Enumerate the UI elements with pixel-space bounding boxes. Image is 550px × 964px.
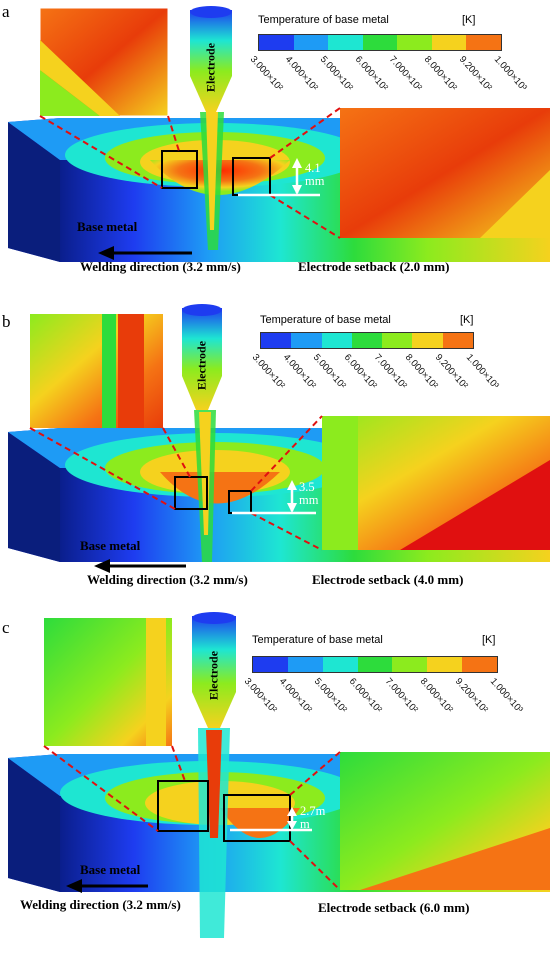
panel-b-letter: b: [2, 312, 11, 331]
legend-swatch: [351, 333, 383, 348]
depth-label-b: 3.5 mm: [299, 481, 318, 507]
depth-unit-c: m: [300, 817, 310, 831]
legend-swatch: [382, 333, 413, 348]
depth-value-a: 4.1: [305, 161, 321, 175]
legend-bar-a: [258, 34, 502, 51]
welding-direction-c: Welding direction (3.2 mm/s): [20, 897, 181, 912]
legend-unit-a: [K]: [462, 14, 476, 26]
base-metal-label-c: Base metal: [80, 862, 141, 877]
legend-swatch: [328, 35, 363, 50]
legend-swatch: [291, 333, 322, 348]
electrode-setback-c: Electrode setback (6.0 mm): [318, 900, 470, 915]
electrode-label-b: Electrode: [194, 340, 209, 391]
legend-swatch: [427, 657, 463, 672]
panel-b: b Electrode Temperature of base metal [K…: [0, 300, 550, 620]
legend-swatch: [253, 657, 288, 672]
legend-swatch: [462, 657, 498, 672]
legend-swatch: [287, 657, 323, 672]
depth-label-c: 2.7m m: [300, 805, 325, 831]
legend-swatch: [412, 333, 443, 348]
legend-swatch: [442, 333, 473, 348]
welding-direction-a: Welding direction (3.2 mm/s): [80, 259, 241, 274]
panel-c: c Electrode Temperature of base metal [K…: [0, 608, 550, 964]
depth-label-a: 4.1 mm: [305, 162, 324, 188]
legend-bar-c: [252, 656, 498, 673]
panel-a-letter: a: [2, 2, 10, 21]
base-metal-label-b: Base metal: [80, 538, 141, 553]
legend-swatch: [431, 35, 467, 50]
legend-swatch: [397, 35, 432, 50]
depth-value-c: 2.7m: [300, 804, 326, 818]
base-metal-label-a: Base metal: [77, 219, 138, 234]
legend-swatch: [293, 35, 329, 50]
legend-title-b: Temperature of base metal: [260, 314, 391, 326]
legend-bar-b: [260, 332, 474, 349]
legend-swatch: [259, 35, 294, 50]
legend-swatch: [321, 333, 352, 348]
legend-swatch: [362, 35, 398, 50]
legend-swatch: [322, 657, 358, 672]
depth-unit-a: mm: [305, 174, 325, 188]
legend-swatch: [357, 657, 393, 672]
depth-unit-b: mm: [299, 493, 319, 507]
electrode-setback-b: Electrode setback (4.0 mm): [312, 572, 464, 587]
panel-a-graphic: [8, 6, 550, 262]
panel-b-graphic: [8, 304, 550, 573]
panel-c-graphic: [8, 612, 550, 938]
welding-direction-b: Welding direction (3.2 mm/s): [87, 572, 248, 587]
legend-swatch: [261, 333, 292, 348]
legend-title-c: Temperature of base metal: [252, 634, 383, 646]
legend-swatch: [466, 35, 502, 50]
legend-swatch: [392, 657, 428, 672]
legend-unit-b: [K]: [460, 314, 474, 326]
legend-title-a: Temperature of base metal: [258, 14, 389, 26]
electrode-label-c: Electrode: [206, 650, 221, 701]
panel-a: a Electrode Temperature of base metal [K…: [0, 0, 550, 320]
panel-c-letter: c: [2, 618, 10, 637]
electrode-setback-a: Electrode setback (2.0 mm): [298, 259, 450, 274]
depth-value-b: 3.5: [299, 480, 315, 494]
electrode-label-a: Electrode: [203, 42, 218, 93]
legend-unit-c: [K]: [482, 634, 496, 646]
